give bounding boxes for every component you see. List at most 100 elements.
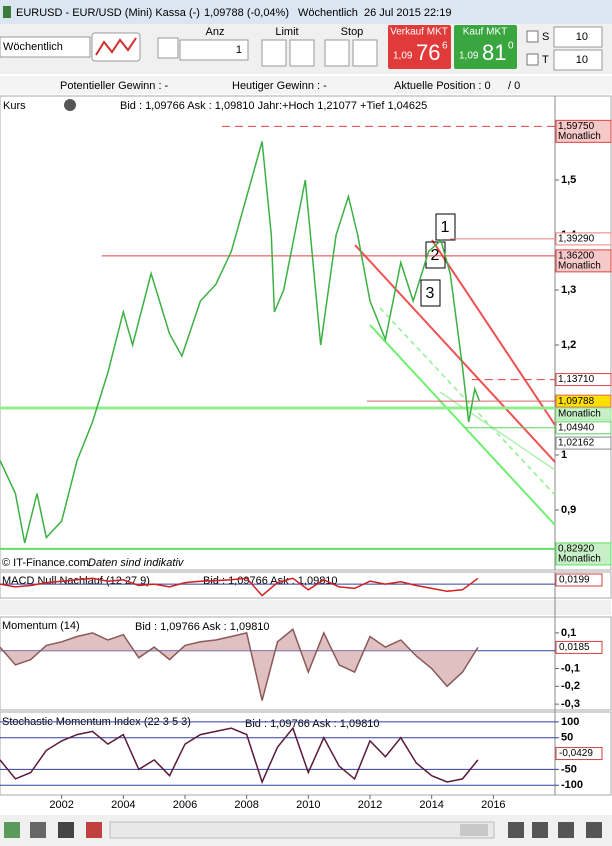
- y-tick-label: -0,3: [561, 698, 580, 710]
- level-note: Monatlich: [558, 261, 601, 272]
- momentum-line: [0, 628, 479, 701]
- level-label-box: [555, 373, 612, 387]
- s-input[interactable]: [553, 26, 603, 48]
- buy-prefix: 1,09: [459, 51, 479, 62]
- y-tick-label: 1,5: [561, 174, 576, 186]
- title-bar: [0, 0, 612, 24]
- t-input[interactable]: [553, 49, 603, 71]
- buy-label: Kauf MKT: [463, 27, 507, 38]
- limit-buy-button[interactable]: [261, 39, 287, 67]
- tool-icon[interactable]: [508, 822, 524, 838]
- stochastic-panel: [0, 711, 612, 796]
- timeframe-select[interactable]: [0, 36, 91, 58]
- y-tick-label: -0,1: [561, 662, 580, 674]
- last-value-box: [555, 573, 603, 587]
- anz-input[interactable]: [179, 39, 249, 61]
- sell-label: Verkauf MKT: [390, 27, 448, 38]
- level-label: 1,59750: [558, 121, 595, 132]
- level-note: Monatlich: [558, 131, 601, 142]
- panel-divider: [0, 600, 611, 615]
- level-label: 0,82920: [558, 544, 595, 555]
- level-label: 1,09788: [558, 396, 595, 407]
- scrollbar[interactable]: [109, 821, 495, 839]
- marker-box: [435, 213, 456, 241]
- last-value-box: [555, 640, 603, 654]
- y-tick-label: -0,2: [561, 680, 580, 692]
- tool-icon[interactable]: [58, 822, 74, 838]
- last-value-box: [555, 747, 603, 761]
- settings-button[interactable]: [157, 37, 179, 59]
- timeframe-value: Wöchentlich: [3, 41, 63, 53]
- y-tick-label: 1,2: [561, 339, 576, 351]
- zoom-icon[interactable]: [532, 822, 548, 838]
- x-tick-label: 2010: [296, 799, 320, 811]
- series-line: [0, 726, 479, 785]
- x-tick-label: 2012: [358, 799, 382, 811]
- x-tick-label: 2004: [111, 799, 135, 811]
- t-checkbox[interactable]: [526, 53, 539, 66]
- tool-icon[interactable]: [4, 822, 20, 838]
- level-label: 1,02162: [558, 438, 595, 449]
- stop-buy-button[interactable]: [324, 39, 350, 67]
- marker: 1: [441, 219, 450, 236]
- title-symbol: EURUSD - EUR/USD (Mini) Kassa (-): [16, 7, 200, 19]
- tool-icon[interactable]: [586, 822, 602, 838]
- level-label-box: [555, 232, 612, 246]
- price-panel: [0, 95, 612, 571]
- title-datetime: 26 Jul 2015 22:19: [364, 7, 451, 19]
- momentum-area: [0, 629, 478, 701]
- limit-sell-button[interactable]: [289, 39, 315, 67]
- momentum-name: Momentum (14): [2, 620, 80, 632]
- series-line: [0, 141, 481, 544]
- buy-small: 0: [508, 41, 514, 52]
- level-note: Monatlich: [558, 409, 601, 420]
- sell-prefix: 1,09: [393, 51, 413, 62]
- tool-icon[interactable]: [30, 822, 46, 838]
- s-value: 10: [576, 31, 588, 43]
- trend-line: [431, 239, 556, 426]
- s-checkbox[interactable]: [526, 30, 539, 43]
- level-label: 1,13710: [558, 374, 595, 385]
- trend-line: [369, 324, 556, 526]
- anz-value: 1: [236, 44, 242, 56]
- x-tick-label: 2008: [234, 799, 258, 811]
- today-gain: Heutiger Gewinn : -: [232, 80, 327, 92]
- potential-gain: Potentieller Gewinn : -: [60, 80, 169, 92]
- title-period: Wöchentlich: [298, 7, 358, 19]
- sell-button[interactable]: [388, 25, 451, 69]
- y-tick-label: -100: [561, 779, 583, 791]
- level-label-box: [555, 542, 612, 566]
- close-icon[interactable]: [64, 99, 76, 111]
- last-value-label: 0,0199: [559, 575, 590, 586]
- level-label-box: [555, 436, 612, 450]
- limit-label: Limit: [275, 26, 298, 38]
- x-tick-label: 2006: [173, 799, 197, 811]
- app-icon: [3, 6, 11, 18]
- buy-button[interactable]: [454, 25, 517, 69]
- level-label-box: [555, 394, 612, 408]
- last-value-label: -0,0429: [559, 748, 593, 759]
- y-tick-label: 0,1: [561, 627, 576, 639]
- level-label: 1,39290: [558, 234, 595, 245]
- macd-panel: [0, 571, 612, 599]
- zoom-out-icon[interactable]: [558, 822, 574, 838]
- trend-line: [354, 244, 556, 463]
- y-tick-label: 1,3: [561, 284, 576, 296]
- copyright: © IT-Finance.com: [2, 557, 89, 569]
- y-tick-label: 0,9: [561, 504, 576, 516]
- stop-sell-button[interactable]: [352, 39, 378, 67]
- price-quote: Bid : 1,09766 Ask : 1,09810 Jahr:+Hoch 1…: [120, 100, 427, 112]
- sell-small: 6: [442, 41, 448, 52]
- chart-type-icon: [95, 37, 137, 56]
- last-value-label: 0,0185: [559, 642, 590, 653]
- position-total: / 0: [508, 80, 520, 92]
- anz-label: Anz: [206, 26, 225, 38]
- sell-big: 76: [416, 40, 440, 65]
- scroll-thumb[interactable]: [460, 824, 488, 836]
- momentum-quote: Bid : 1,09766 Ask : 1,09810: [135, 621, 270, 633]
- x-tick-label: 2016: [481, 799, 505, 811]
- y-tick-label: 50: [561, 732, 573, 744]
- tool-icon[interactable]: [86, 822, 102, 838]
- stop-label: Stop: [341, 26, 364, 38]
- buy-big: 81: [482, 40, 506, 65]
